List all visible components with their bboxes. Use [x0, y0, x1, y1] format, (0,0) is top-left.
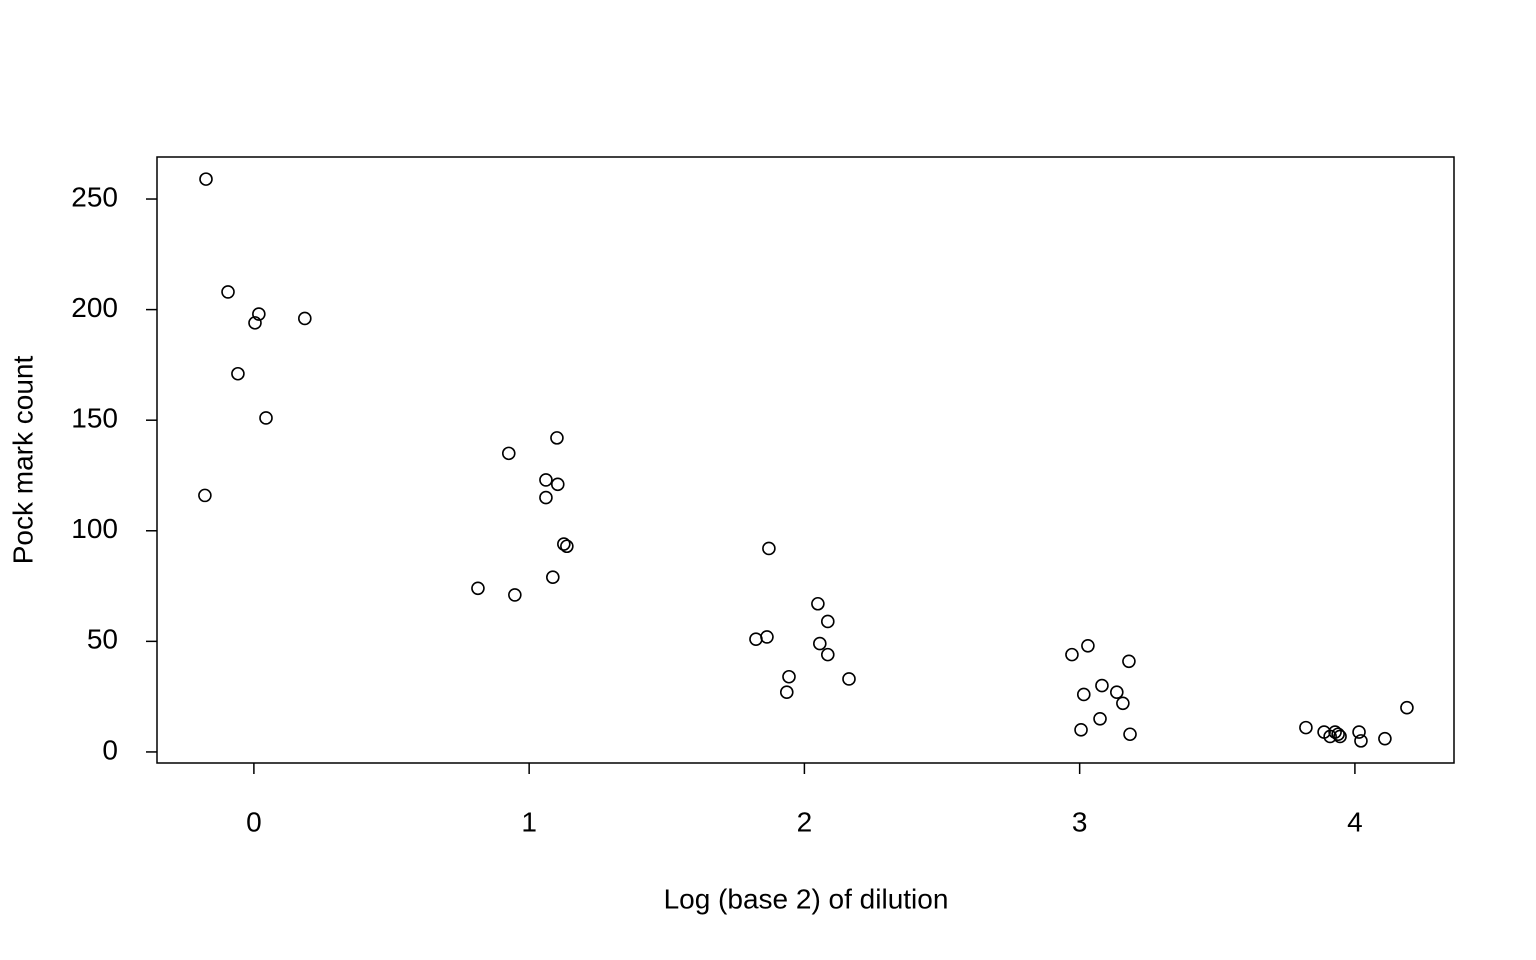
point: [1093, 711, 1107, 726]
point: [1400, 700, 1414, 715]
point: [1378, 731, 1392, 746]
point: [198, 488, 212, 503]
point: [1299, 720, 1313, 735]
point: [259, 411, 273, 425]
y-tick-label: 100: [71, 513, 118, 544]
plot-frame: [156, 156, 1455, 764]
y-tick-label: 50: [87, 624, 118, 655]
point: [1095, 678, 1109, 693]
x-tick-label: 2: [797, 806, 813, 837]
point: [1074, 723, 1088, 737]
x-tick-label: 3: [1072, 806, 1088, 837]
point: [550, 431, 564, 445]
point: [779, 685, 794, 700]
x-tick-label: 0: [246, 806, 262, 837]
point: [539, 473, 553, 487]
point: [1333, 729, 1347, 744]
point: [1116, 696, 1130, 711]
point: [1081, 638, 1095, 653]
point: [1065, 647, 1079, 662]
x-axis-label: Log (base 2) of dilution: [664, 883, 949, 914]
point: [248, 316, 262, 330]
point: [471, 581, 485, 596]
point: [221, 285, 235, 299]
point: [550, 477, 565, 492]
x-tick-label: 4: [1347, 806, 1363, 837]
point: [811, 596, 825, 611]
point: [231, 366, 245, 381]
point: [546, 570, 560, 585]
point: [557, 537, 571, 551]
point: [1331, 727, 1345, 742]
point: [252, 307, 266, 321]
point: [199, 172, 213, 186]
point: [1110, 685, 1124, 700]
y-tick-label: 0: [102, 734, 118, 765]
y-tick-label: 200: [71, 292, 118, 323]
point: [842, 672, 856, 686]
point: [1123, 727, 1137, 742]
point: [782, 669, 796, 684]
y-tick-label: 250: [71, 181, 118, 212]
y-tick-label: 150: [71, 403, 118, 434]
point: [820, 647, 835, 662]
point: [508, 588, 522, 602]
point: [501, 446, 516, 461]
point: [1122, 654, 1136, 669]
point: [298, 311, 312, 326]
y-axis-label: Pock mark count: [7, 356, 38, 565]
point: [560, 539, 574, 554]
x-tick-label: 1: [521, 806, 537, 837]
point: [1352, 725, 1366, 739]
point: [1354, 734, 1368, 748]
point: [749, 632, 763, 646]
point: [1328, 725, 1342, 739]
point: [539, 490, 553, 505]
point: [1076, 687, 1091, 702]
point: [820, 614, 835, 629]
point: [1323, 729, 1337, 744]
point: [813, 636, 827, 651]
point: [762, 541, 776, 556]
point: [760, 630, 774, 644]
